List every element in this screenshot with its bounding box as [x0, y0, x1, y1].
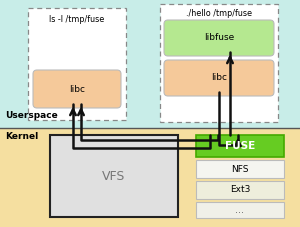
FancyBboxPatch shape [196, 202, 284, 218]
Text: ...: ... [236, 205, 244, 215]
Text: ./hello /tmp/fuse: ./hello /tmp/fuse [186, 10, 252, 18]
Bar [0, 128, 300, 227]
Text: libfuse: libfuse [204, 34, 234, 42]
Text: libc: libc [211, 74, 227, 82]
Text: Kernel: Kernel [5, 132, 38, 141]
FancyBboxPatch shape [196, 181, 284, 199]
Bar [0, 99, 300, 227]
FancyBboxPatch shape [33, 70, 121, 108]
FancyBboxPatch shape [164, 20, 274, 56]
FancyBboxPatch shape [164, 60, 274, 96]
Text: FUSE: FUSE [225, 141, 255, 151]
Text: NFS: NFS [231, 165, 249, 173]
Text: libc: libc [69, 84, 85, 94]
Text: VFS: VFS [102, 170, 126, 183]
Text: Ext3: Ext3 [230, 185, 250, 195]
FancyBboxPatch shape [160, 4, 278, 122]
Bar [0, 0, 300, 99]
Text: ls -l /tmp/fuse: ls -l /tmp/fuse [50, 15, 105, 24]
Bar [0, 0, 300, 128]
Text: Userspace: Userspace [5, 111, 58, 120]
FancyBboxPatch shape [50, 135, 178, 217]
FancyBboxPatch shape [196, 135, 284, 157]
FancyBboxPatch shape [28, 8, 126, 120]
FancyBboxPatch shape [196, 160, 284, 178]
